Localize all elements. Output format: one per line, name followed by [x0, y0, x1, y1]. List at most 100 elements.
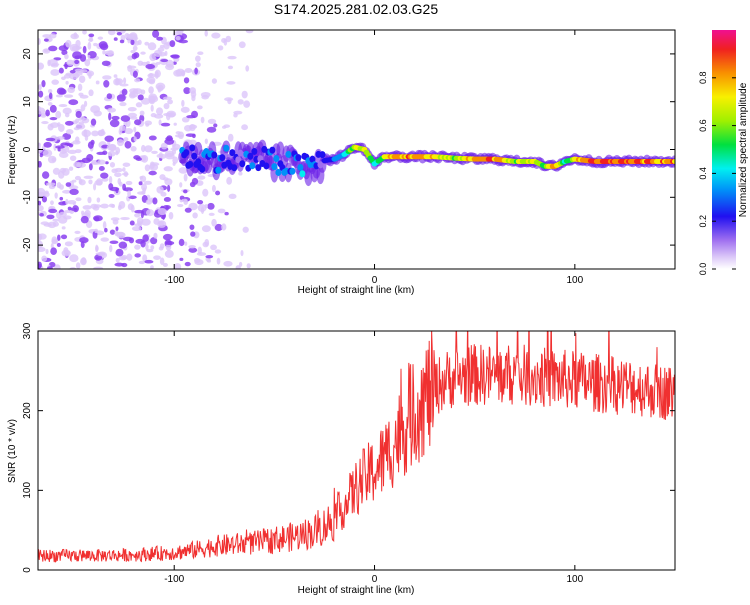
noise-blob — [107, 150, 116, 157]
noise-blob — [108, 175, 113, 184]
noise-blob — [107, 107, 116, 113]
noise-blob — [106, 144, 117, 151]
noise-blob — [245, 65, 250, 72]
noise-blob — [102, 221, 107, 230]
y-tick-label: 0 — [22, 567, 33, 573]
noise-blob — [237, 99, 244, 105]
noise-blob — [179, 182, 183, 188]
noise-blob — [207, 118, 217, 125]
noise-blob — [134, 119, 142, 126]
noise-blob — [127, 107, 137, 112]
noise-blob — [185, 133, 196, 137]
noise-blob — [85, 220, 93, 229]
noise-blob — [177, 203, 184, 208]
colorbar-label: Normalized spectral amplitude — [738, 82, 749, 217]
noise-blob — [139, 110, 145, 116]
noise-blob — [41, 121, 49, 125]
noise-blob — [145, 243, 149, 251]
noise-blob — [122, 236, 133, 242]
noise-blob — [157, 207, 167, 216]
noise-blob — [55, 110, 62, 119]
signal-core — [219, 154, 226, 162]
signal-core — [271, 163, 278, 171]
noise-blob — [53, 143, 57, 151]
noise-blob — [73, 161, 82, 168]
noise-blob — [137, 191, 146, 195]
signal-core — [211, 151, 218, 159]
snr-series-line — [38, 331, 675, 563]
noise-blob — [204, 204, 208, 209]
noise-blob — [138, 260, 146, 265]
noise-blob — [63, 74, 71, 79]
noise-blob — [217, 45, 224, 51]
noise-blob — [48, 208, 58, 214]
noise-blob — [138, 181, 143, 186]
noise-blob — [134, 78, 141, 83]
noise-blob — [129, 91, 139, 98]
noise-blob — [94, 216, 100, 222]
noise-blob — [165, 152, 175, 160]
noise-blob — [241, 90, 248, 99]
noise-blob — [197, 199, 204, 205]
y-tick-label: 0 — [22, 146, 33, 152]
noise-blob — [51, 79, 60, 85]
noise-blob — [127, 190, 132, 198]
y-tick-label: 200 — [22, 402, 33, 419]
noise-blob — [56, 182, 62, 189]
noise-blob — [38, 240, 43, 249]
noise-blob — [233, 110, 243, 115]
noise-blob — [181, 99, 185, 107]
noise-blob — [119, 83, 129, 87]
noise-blob — [69, 43, 80, 52]
noise-blob — [115, 248, 124, 257]
noise-blob — [88, 89, 94, 97]
noise-blob — [39, 213, 44, 217]
noise-blob — [41, 195, 48, 203]
signal-core — [309, 155, 316, 163]
signal-core — [229, 149, 236, 157]
noise-blob — [50, 243, 54, 249]
signal-core — [273, 155, 280, 163]
noise-blob — [115, 257, 120, 263]
noise-blob — [97, 36, 104, 40]
noise-blob — [134, 213, 141, 218]
y-tick-label: 300 — [22, 322, 33, 339]
noise-blob — [207, 202, 215, 210]
noise-blob — [62, 107, 72, 115]
noise-blob — [73, 32, 78, 38]
signal-core — [285, 150, 292, 158]
noise-blob — [149, 163, 159, 171]
noise-blob — [75, 123, 86, 130]
noise-blob — [113, 74, 118, 78]
noise-blob — [94, 179, 103, 186]
noise-blob — [46, 182, 56, 186]
noise-blob — [129, 220, 135, 226]
noise-blob — [115, 78, 124, 85]
noise-blob — [69, 188, 79, 196]
noise-blob — [100, 203, 109, 209]
noise-blob — [38, 38, 41, 45]
noise-blob — [87, 54, 91, 58]
noise-blob — [238, 41, 246, 49]
noise-blob — [214, 223, 223, 232]
noise-blob — [106, 93, 113, 100]
noise-blob — [165, 205, 169, 211]
noise-blob — [49, 33, 57, 39]
noise-blob — [144, 145, 153, 153]
signal-core — [672, 158, 675, 165]
noise-blob — [183, 77, 190, 84]
noise-blob — [88, 163, 93, 171]
x-tick-label: -100 — [164, 275, 184, 286]
noise-blob — [119, 102, 127, 107]
noise-blob — [115, 226, 119, 231]
noise-blob — [186, 115, 196, 119]
signal-halo — [276, 141, 285, 159]
noise-blob — [74, 59, 80, 65]
noise-blob — [38, 62, 45, 70]
noise-blob — [38, 142, 41, 149]
noise-blob — [101, 60, 111, 66]
noise-blob — [160, 58, 169, 63]
noise-blob — [177, 131, 185, 140]
noise-blob — [165, 243, 172, 251]
noise-blob — [93, 266, 104, 269]
